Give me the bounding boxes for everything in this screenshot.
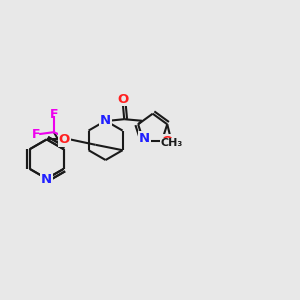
Text: O: O (161, 135, 172, 148)
Text: F: F (50, 108, 58, 121)
Text: O: O (59, 133, 70, 146)
Text: N: N (41, 173, 52, 186)
Text: O: O (117, 93, 128, 106)
Text: N: N (100, 114, 111, 127)
Text: F: F (63, 130, 71, 144)
Text: F: F (32, 128, 41, 141)
Text: N: N (139, 132, 150, 145)
Text: CH₃: CH₃ (160, 138, 183, 148)
